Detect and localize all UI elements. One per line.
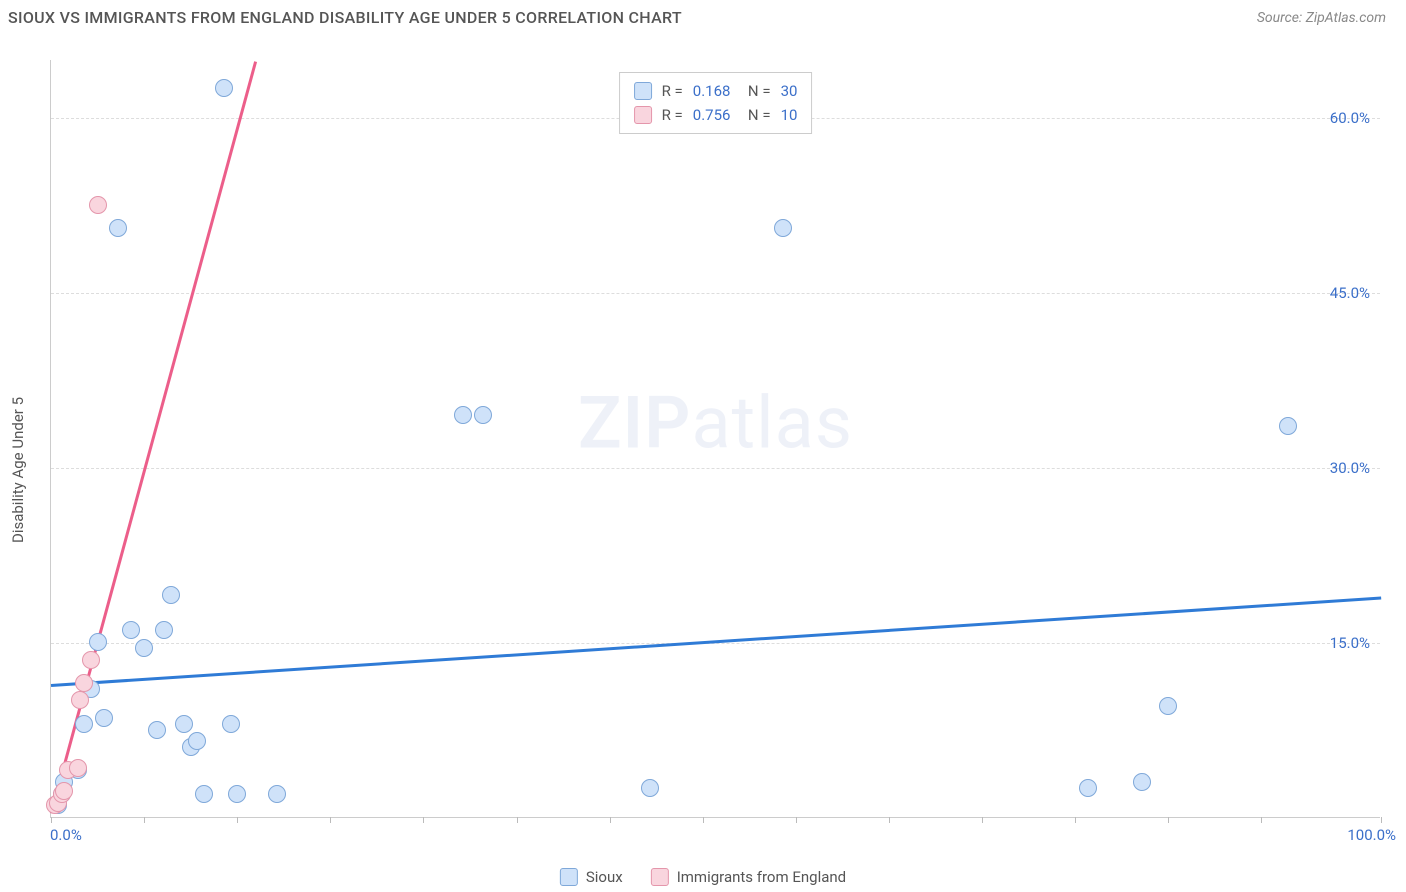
data-point xyxy=(82,651,100,669)
x-tick xyxy=(796,817,797,823)
data-point xyxy=(122,621,140,639)
legend-r-label: R = xyxy=(662,79,683,103)
x-tick xyxy=(610,817,611,823)
legend-bottom: Sioux Immigrants from England xyxy=(560,868,846,886)
data-point xyxy=(95,709,113,727)
x-tick xyxy=(982,817,983,823)
data-point xyxy=(109,219,127,237)
data-point xyxy=(71,691,89,709)
header-bar: SIOUX VS IMMIGRANTS FROM ENGLAND DISABIL… xyxy=(0,0,1406,33)
legend-swatch xyxy=(651,868,669,886)
legend-label: Sioux xyxy=(586,868,623,886)
x-tick-label: 100.0% xyxy=(1347,826,1396,844)
legend-r-value: 0.168 xyxy=(693,79,731,103)
data-point xyxy=(215,79,233,97)
x-tick xyxy=(423,817,424,823)
gridline xyxy=(51,293,1380,294)
y-tick-label: 45.0% xyxy=(1330,284,1370,302)
data-point xyxy=(1079,779,1097,797)
data-point xyxy=(89,633,107,651)
plot-area: ZIPatlas 15.0% 30.0% 45.0% 60.0% R = 0.168 N … xyxy=(50,60,1380,818)
data-point xyxy=(195,785,213,803)
legend-swatch xyxy=(634,106,652,124)
data-point xyxy=(454,406,472,424)
legend-row: R = 0.756 N = 10 xyxy=(634,103,798,127)
gridline xyxy=(51,643,1380,644)
data-point xyxy=(1159,697,1177,715)
legend-n-value: 10 xyxy=(781,103,798,127)
x-tick xyxy=(144,817,145,823)
data-point xyxy=(148,721,166,739)
chart-container: Disability Age Under 5 ZIPatlas 15.0% 30.… xyxy=(0,48,1406,892)
data-point xyxy=(228,785,246,803)
data-point xyxy=(135,639,153,657)
data-point xyxy=(55,782,73,800)
data-point xyxy=(162,586,180,604)
legend-swatch xyxy=(634,82,652,100)
x-tick xyxy=(237,817,238,823)
data-point xyxy=(268,785,286,803)
legend-r-label: R = xyxy=(662,103,683,127)
y-tick-label: 15.0% xyxy=(1330,634,1370,652)
x-tick xyxy=(1261,817,1262,823)
data-point xyxy=(774,219,792,237)
x-tick-label: 0.0% xyxy=(50,826,82,844)
legend-n-label: N = xyxy=(740,103,770,127)
data-point xyxy=(75,715,93,733)
legend-item: Immigrants from England xyxy=(651,868,846,886)
page-title: SIOUX VS IMMIGRANTS FROM ENGLAND DISABIL… xyxy=(8,8,682,27)
source-credit: Source: ZipAtlas.com xyxy=(1257,10,1386,26)
y-axis-label: Disability Age Under 5 xyxy=(9,397,27,543)
x-tick xyxy=(1381,817,1382,823)
data-point xyxy=(89,196,107,214)
legend-stats: R = 0.168 N = 30 R = 0.756 N = 10 xyxy=(619,72,813,134)
data-point xyxy=(155,621,173,639)
data-point xyxy=(1133,773,1151,791)
legend-r-value: 0.756 xyxy=(693,103,731,127)
x-tick xyxy=(51,817,52,823)
y-tick-label: 60.0% xyxy=(1330,109,1370,127)
x-tick xyxy=(889,817,890,823)
gridline xyxy=(51,468,1380,469)
legend-n-value: 30 xyxy=(781,79,798,103)
data-point xyxy=(188,732,206,750)
data-point xyxy=(222,715,240,733)
watermark: ZIPatlas xyxy=(578,381,853,466)
data-point xyxy=(641,779,659,797)
legend-label: Immigrants from England xyxy=(677,868,846,886)
data-point xyxy=(1279,417,1297,435)
x-tick xyxy=(330,817,331,823)
x-tick xyxy=(703,817,704,823)
legend-swatch xyxy=(560,868,578,886)
legend-n-label: N = xyxy=(740,79,770,103)
trend-line xyxy=(51,596,1381,686)
data-point xyxy=(474,406,492,424)
data-point xyxy=(175,715,193,733)
legend-item: Sioux xyxy=(560,868,623,886)
data-point xyxy=(69,759,87,777)
x-tick xyxy=(517,817,518,823)
x-tick xyxy=(1075,817,1076,823)
x-tick xyxy=(1168,817,1169,823)
legend-row: R = 0.168 N = 30 xyxy=(634,79,798,103)
y-tick-label: 30.0% xyxy=(1330,459,1370,477)
data-point xyxy=(75,674,93,692)
